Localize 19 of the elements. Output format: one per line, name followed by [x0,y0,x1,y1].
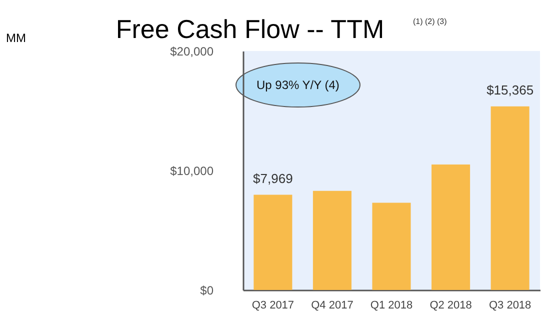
x-tick-label: Q3 2018 [488,300,532,312]
data-label: $15,365 [486,82,534,98]
text: (1) (2) (3) [413,17,448,26]
bar [312,190,352,290]
x-tick-label: Q1 2018 [370,300,413,312]
x-tick-label: Q3 2017 [252,300,294,312]
data-label: $7,969 [253,170,293,186]
bar [490,106,530,290]
y-tick-label: $20,000 [170,44,214,58]
x-tick-label: Q4 2017 [311,300,354,312]
bar [254,194,292,290]
text: MM [6,31,26,45]
annotation: Up 93% Y/Y (4) [256,78,340,92]
x-tick-label: Q2 2018 [430,300,472,312]
y-tick-label: $0 [200,284,214,298]
y-tick-label: $10,000 [170,164,214,178]
chart-title: Free Cash Flow -- TTM [116,14,384,44]
bar [432,164,470,290]
bar [372,202,411,290]
